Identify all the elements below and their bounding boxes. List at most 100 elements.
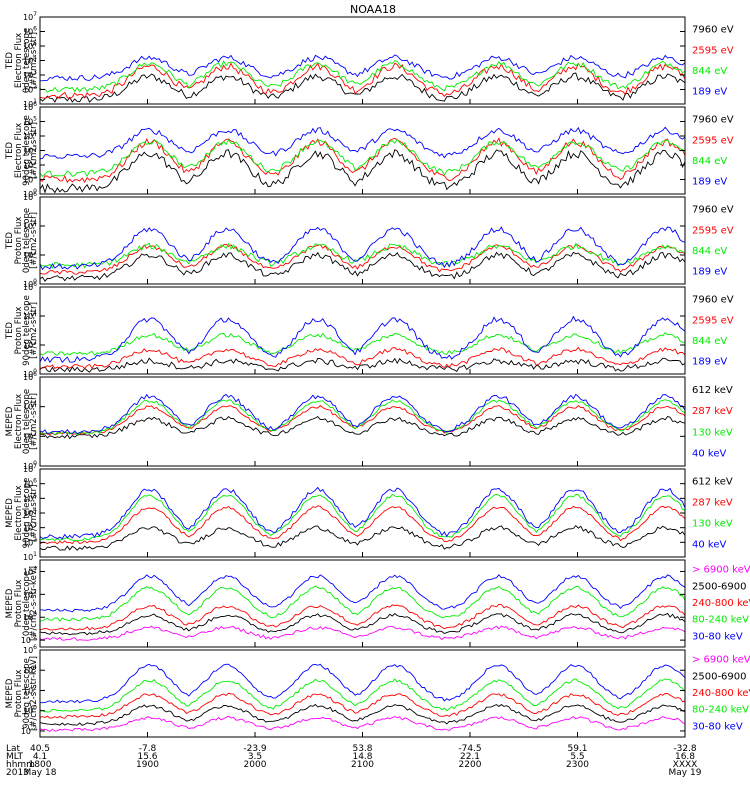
panel-frame-ted_p_0 (39, 196, 686, 285)
legend-entry-ted_e_90-1: 2595 eV (692, 135, 734, 146)
series-line-meped_e_90-0 (39, 524, 686, 551)
ytick-label-ted_e_90-4: 104 (23, 130, 37, 141)
legend-entry-ted_e_90-2: 844 eV (692, 156, 727, 167)
panel-ted_e_0: 7960 eV 2595 eV 844 eV 189 eV 101 102 103 104 10… (5, 11, 734, 109)
series-line-meped_e_90-1 (39, 505, 686, 545)
ylabel-line-ted_e_90-1: Electron Flux (14, 123, 24, 178)
series-line-ted_e_90-1 (39, 137, 686, 184)
ylabel-line-meped_p_90-0: MEPED (5, 678, 15, 708)
legend-entry-ted_e_0-1: 2595 eV (692, 45, 734, 56)
series-line-meped_p_90-2 (39, 692, 686, 719)
panel-ted_p_90: 7960 eV 2595 eV 844 eV 189 eV 100 102 104 106 TE… (5, 281, 734, 379)
series-line-ted_p_90-1 (39, 346, 686, 370)
axis-row-label-1: MLT (6, 752, 24, 762)
ytick-label-meped_e_90-6: 107 (23, 463, 37, 474)
ytick-label-meped_p_90-0: 10-2 (21, 725, 37, 736)
legend-entry-meped_p_0-2: 240-800 keV (692, 598, 750, 609)
series-line-ted_e_0-3 (39, 54, 686, 82)
ylabel-line-meped_p_90-3: [#/cm2-s-str-keV] (29, 656, 39, 731)
ytick-label-meped_e_0-1: 102 (23, 430, 37, 441)
ytick-label-ted_p_0-0: 100 (23, 278, 37, 289)
panel-ted_p_0: 7960 eV 2595 eV 844 eV 189 eV 100 102 104 106 TE… (5, 191, 734, 289)
ytick-label-meped_p_0-1: 100 (23, 611, 37, 622)
ytick-label-meped_p_0-2: 102 (23, 588, 37, 599)
tick-date-6: May 19 (669, 768, 702, 778)
ytick-label-meped_e_90-0: 101 (23, 551, 37, 562)
ylabel-line-meped_e_90-2: 90deg telescope (22, 478, 32, 549)
ytick-label-ted_p_0-1: 102 (23, 249, 37, 260)
legend-entry-ted_p_0-1: 2595 eV (692, 225, 734, 236)
tick-mlt-1: 15.6 (137, 752, 157, 762)
ytick-label-meped_p_0-3: 104 (23, 565, 37, 576)
tick-mlt-4: 22.1 (460, 752, 480, 762)
ytick-label-ted_e_0-0: 101 (23, 98, 37, 109)
ytick-label-meped_e_90-4: 105 (23, 492, 37, 503)
ylabel-line-meped_p_0-2: 0deg telescope (22, 571, 32, 636)
legend-entry-meped_p_90-3: 80-240 keV (692, 705, 749, 716)
ytick-label-ted_e_0-3: 104 (23, 55, 37, 66)
ylabel-line-meped_e_90-3: [#/cm2-s-str] (29, 485, 39, 542)
ylabel-line-meped_p_0-0: MEPED (5, 588, 15, 618)
ytick-label-meped_e_0-2: 104 (23, 401, 37, 412)
ytick-label-ted_p_90-3: 106 (23, 281, 37, 292)
legend-entry-ted_p_0-0: 7960 eV (692, 205, 734, 216)
legend-entry-ted_e_90-0: 7960 eV (692, 115, 734, 126)
panel-meped_e_0: 612 keV 287 keV 130 keV 40 keV 100 102 104 106 M… (5, 371, 733, 471)
series-line-ted_e_0-0 (39, 72, 686, 103)
ytick-label-ted_e_90-3: 103 (23, 145, 37, 156)
tick-hhmm-2: 2000 (244, 760, 267, 770)
ylabel-line-ted_e_0-3: [#/cm2-s-str] (29, 32, 39, 89)
ylabel-line-meped_e_0-1: Electron Flux (14, 394, 24, 449)
series-line-meped_e_0-1 (39, 404, 686, 436)
ytick-label-meped_e_90-1: 102 (23, 536, 37, 547)
panel-meped_p_0: > 6900 keV 2500-6900 240-800 keV 80-240 keV… (5, 559, 750, 648)
tick-lat-0: 40.5 (30, 744, 50, 754)
legend-entry-ted_e_0-3: 189 eV (692, 87, 727, 98)
tick-mlt-2: 3.5 (248, 752, 262, 762)
ytick-label-ted_p_90-1: 102 (23, 339, 37, 350)
ylabel-line-ted_e_90-2: 90deg telescope (22, 115, 32, 186)
tick-hhmm-6: XXXX (673, 760, 698, 770)
ylabel-line-ted_p_0-1: Proton Flux (14, 217, 24, 265)
ytick-label-meped_e_0-0: 100 (23, 460, 37, 471)
ylabel-line-meped_p_90-1: Proton Flux (14, 670, 24, 718)
series-line-ted_p_90-2 (39, 332, 686, 356)
series-line-meped_p_0-1 (39, 612, 686, 636)
tick-mlt-3: 14.8 (352, 752, 372, 762)
ytick-label-meped_e_90-5: 106 (23, 478, 37, 489)
axis-row-label-0: Lat (6, 744, 21, 754)
series-line-ted_p_90-3 (39, 315, 686, 364)
ytick-label-ted_e_0-1: 102 (23, 84, 37, 95)
legend-entry-ted_e_0-2: 844 eV (692, 66, 727, 77)
ylabel-line-ted_e_0-1: Electron Flux (14, 33, 24, 88)
ylabel-line-ted_p_90-3: [#/cm2-s-str] (29, 302, 39, 359)
panel-meped_e_90: 612 keV 287 keV 130 keV 40 keV 101 102 103 104 1… (5, 463, 733, 562)
series-line-ted_e_90-0 (39, 149, 686, 194)
ytick-label-meped_p_90-2: 102 (23, 684, 37, 695)
legend-entry-meped_e_90-2: 130 keV (692, 519, 733, 530)
legend-entry-ted_e_90-3: 189 eV (692, 177, 727, 188)
legend-entry-meped_e_90-0: 612 keV (692, 477, 733, 488)
ylabel-line-ted_p_90-2: 90deg telescope (22, 295, 32, 366)
series-line-meped_e_0-0 (39, 415, 686, 440)
ylabel-line-meped_e_0-0: MEPED (5, 406, 15, 436)
legend-entry-meped_e_90-1: 287 keV (692, 498, 733, 509)
ytick-label-ted_e_90-2: 102 (23, 159, 37, 170)
series-line-meped_p_90-1 (39, 703, 686, 726)
legend-entry-meped_e_0-1: 287 keV (692, 406, 733, 417)
ylabel-line-meped_e_0-2: 0deg telescope (22, 389, 32, 454)
ytick-label-meped_p_90-1: 100 (23, 705, 37, 716)
series-line-ted_p_0-2 (39, 242, 686, 269)
figure-title: NOAA18 (350, 3, 396, 16)
panel-frame-ted_e_0 (39, 16, 686, 105)
legend-entry-meped_e_0-0: 612 keV (692, 385, 733, 396)
series-line-ted_e_0-1 (39, 62, 686, 100)
ylabel-line-ted_p_90-0: TED (5, 321, 15, 340)
